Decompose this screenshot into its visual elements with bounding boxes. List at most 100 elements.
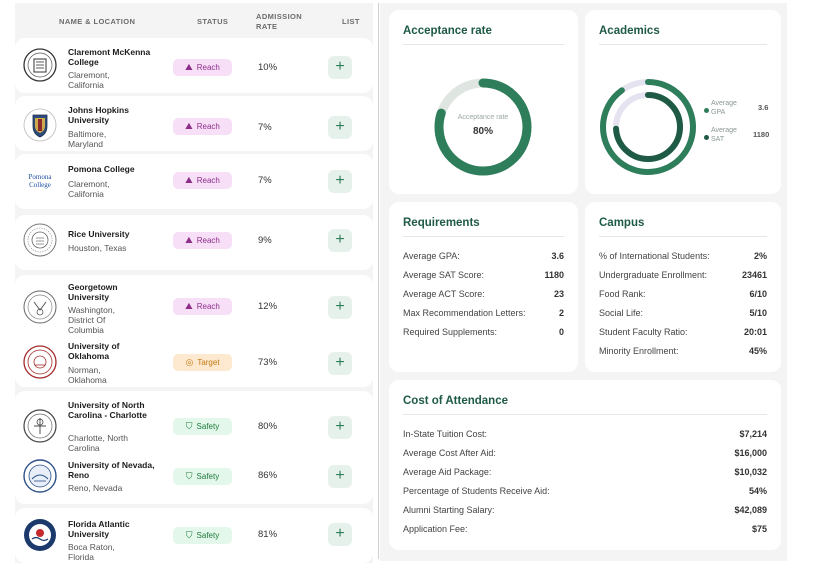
college-name[interactable]: Rice University [68, 229, 130, 239]
status-badge: ⛰ Reach [173, 59, 232, 76]
academics-title: Academics [599, 25, 660, 37]
campus-row: % of International Students: 2% [599, 251, 767, 261]
status-badge: ⛰ Reach [173, 172, 232, 189]
campus-row: Student Faculty Ratio: 20:01 [599, 327, 767, 337]
nevada-reno-seal-logo [23, 459, 57, 493]
admission-rate: 73% [258, 357, 278, 368]
table-row[interactable]: Pomona College Pomona College Claremont, … [15, 153, 373, 211]
gpa-legend-label: Average GPA [711, 100, 737, 116]
table-row[interactable]: University of Oklahoma Norman, Oklahoma … [15, 333, 373, 391]
admission-rate: 86% [258, 470, 278, 481]
gpa-legend-value: 3.6 [758, 103, 769, 112]
acceptance-rate-chart: Acceptance rate 80% [434, 78, 532, 176]
sat-legend-value: 1180 [753, 130, 770, 139]
sat-legend-label: Average SAT [711, 127, 737, 143]
admission-rate: 7% [258, 122, 272, 133]
gpa-legend-dot [704, 108, 709, 113]
shield-icon: ⛉ [185, 471, 193, 481]
status-badge: ⛉ Safety [173, 418, 232, 435]
rice-seal-logo [23, 223, 57, 257]
cost-row: Percentage of Students Receive Aid: 54% [403, 486, 767, 496]
college-list-panel: NAME & LOCATION STATUS ADMISSION RATE LIS… [15, 3, 373, 563]
college-name[interactable]: Johns Hopkins University [68, 105, 129, 125]
college-location: Baltimore, Maryland [68, 129, 107, 149]
add-to-list-button[interactable]: + [328, 523, 352, 546]
cost-of-attendance-card: Cost of Attendance In-State Tuition Cost… [389, 380, 781, 550]
status-badge: ⛰ Reach [173, 232, 232, 249]
panel-divider [378, 3, 379, 559]
college-name[interactable]: Georgetown University [68, 282, 118, 302]
college-card-group [15, 391, 373, 504]
table-row[interactable]: Johns Hopkins University Baltimore, Mary… [15, 95, 373, 153]
acceptance-rate-title: Acceptance rate [403, 25, 492, 37]
admission-rate: 10% [258, 62, 278, 73]
college-location: Reno, Nevada [68, 483, 123, 493]
college-location: Boca Raton, Florida [68, 542, 115, 562]
add-to-list-button[interactable]: + [328, 352, 352, 375]
campus-title: Campus [599, 217, 645, 229]
college-name[interactable]: University of Nevada, Reno [68, 460, 155, 480]
johns-hopkins-shield-logo [23, 108, 57, 142]
florida-atlantic-seal-logo [23, 518, 57, 552]
college-name[interactable]: University of Oklahoma [68, 341, 120, 361]
cost-title: Cost of Attendance [403, 395, 508, 407]
add-to-list-button[interactable]: + [328, 116, 352, 139]
college-location: Washington, District Of Columbia [68, 305, 115, 335]
unc-charlotte-seal-logo [23, 409, 57, 443]
shield-icon: ⛉ [185, 421, 193, 431]
campus-row: Food Rank: 6/10 [599, 289, 767, 299]
table-row[interactable]: University of Nevada, Reno Reno, Nevada … [15, 450, 373, 508]
admission-rate: 80% [258, 421, 278, 432]
shield-icon: ⛉ [185, 530, 193, 540]
header-list: LIST [342, 17, 360, 26]
svg-text:Pomona: Pomona [29, 173, 53, 181]
table-header: NAME & LOCATION STATUS ADMISSION RATE LIS… [15, 3, 373, 39]
table-row[interactable]: Georgetown University Washington, Distri… [15, 275, 373, 335]
college-name[interactable]: Claremont McKenna College [68, 47, 151, 67]
campus-row: Undergraduate Enrollment: 23461 [599, 270, 767, 280]
header-admission-rate: ADMISSION RATE [256, 12, 303, 31]
add-to-list-button[interactable]: + [328, 229, 352, 252]
requirement-row: Average ACT Score: 23 [403, 289, 564, 299]
college-name[interactable]: University of North Carolina - Charlotte [68, 400, 147, 420]
college-details-panel: Acceptance rate Acceptance rate 80% Acad… [380, 3, 787, 561]
table-row[interactable]: Rice University Houston, Texas ⛰ Reach 9%… [15, 213, 373, 271]
cost-row: In-State Tuition Cost: $7,214 [403, 429, 767, 439]
header-name-location: NAME & LOCATION [59, 17, 136, 26]
title-divider [403, 236, 564, 237]
college-name[interactable]: Florida Atlantic University [68, 519, 130, 539]
admission-rate: 12% [258, 301, 278, 312]
college-location: Claremont, California [68, 70, 110, 90]
add-to-list-button[interactable]: + [328, 465, 352, 488]
target-icon: ◎ [185, 357, 194, 367]
acceptance-center-value: 80% [473, 126, 493, 137]
add-to-list-button[interactable]: + [328, 56, 352, 79]
claremont-seal-logo [23, 48, 57, 82]
status-badge: ⛰ Reach [173, 298, 232, 315]
add-to-list-button[interactable]: + [328, 170, 352, 193]
reach-icon: ⛰ [185, 235, 193, 245]
requirement-row: Max Recommendation Letters: 2 [403, 308, 564, 318]
academics-chart [600, 79, 696, 175]
college-location: Houston, Texas [68, 243, 127, 253]
cost-row: Average Aid Package: $10,032 [403, 467, 767, 477]
cost-row: Average Cost After Aid: $16,000 [403, 448, 767, 458]
table-row[interactable]: University of North Carolina - Charlotte… [15, 393, 373, 453]
campus-row: Minority Enrollment: 45% [599, 346, 767, 356]
campus-row: Social Life: 5/10 [599, 308, 767, 318]
college-location: Charlotte, North Carolina [68, 433, 128, 453]
reach-icon: ⛰ [185, 301, 193, 311]
requirements-title: Requirements [403, 217, 480, 229]
admission-rate: 9% [258, 235, 272, 246]
table-row[interactable]: Florida Atlantic University Boca Raton, … [15, 508, 373, 566]
status-badge: ◎ Target [173, 354, 232, 371]
admission-rate: 81% [258, 529, 278, 540]
acceptance-center-label: Acceptance rate [458, 114, 509, 121]
cost-row: Alumni Starting Salary: $42,089 [403, 505, 767, 515]
table-row[interactable]: Claremont McKenna College Claremont, Cal… [15, 37, 373, 95]
acceptance-ring-fill [434, 78, 532, 176]
add-to-list-button[interactable]: + [328, 416, 352, 439]
requirements-card: Requirements Average GPA: 3.6 Average SAT… [389, 202, 578, 372]
add-to-list-button[interactable]: + [328, 296, 352, 319]
college-name[interactable]: Pomona College [68, 164, 135, 174]
